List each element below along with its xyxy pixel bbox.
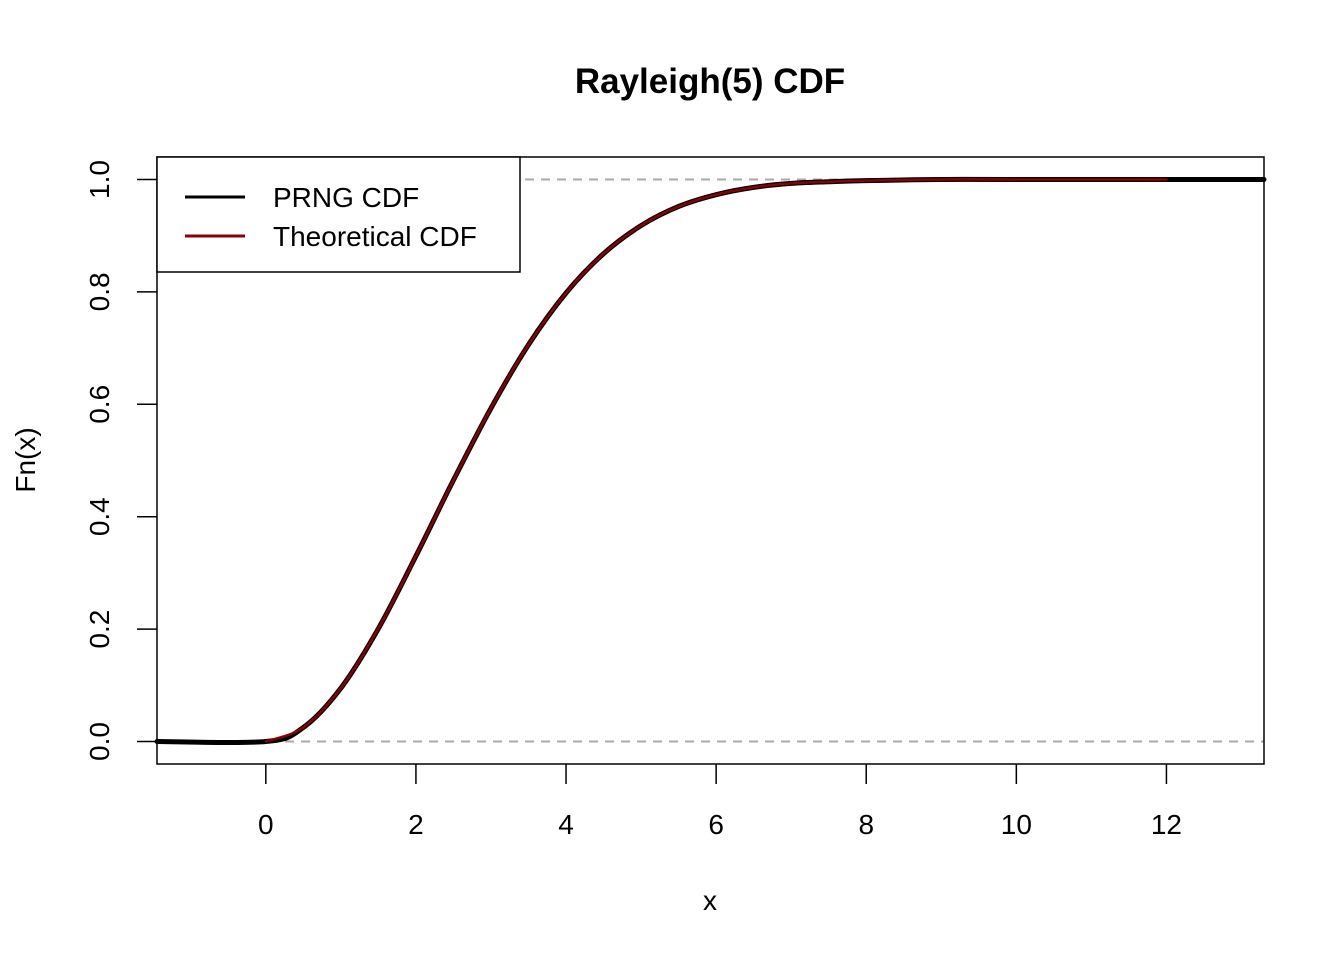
x-tick-label-2: 4 [558,809,574,840]
legend: PRNG CDF Theoretical CDF [156,156,521,273]
x-tick-label-4: 8 [858,809,874,840]
y-tick-label-3: 0.6 [84,385,115,424]
y-tick-label-2: 0.4 [84,497,115,536]
legend-label-theoretical: Theoretical CDF [273,221,477,252]
x-axis-label: x [703,885,717,916]
x-tick-label-3: 6 [708,809,724,840]
y-tick-label-4: 0.8 [84,272,115,311]
chart-title: Rayleigh(5) CDF [575,62,845,101]
y-axis: 0.0 0.2 0.4 0.6 0.8 1.0 [84,160,157,761]
y-tick-label-1: 0.2 [84,610,115,649]
x-tick-label-0: 0 [258,809,274,840]
y-tick-label-0: 0.0 [84,722,115,761]
x-tick-label-5: 10 [1001,809,1032,840]
legend-label-prng: PRNG CDF [273,182,419,213]
series-line-theoretical [264,178,1168,743]
y-axis-label: Fn(x) [10,427,41,492]
x-tick-label-6: 12 [1151,809,1182,840]
x-tick-label-1: 2 [408,809,424,840]
series-layer [154,176,1267,746]
plot-frame [156,156,1265,765]
y-tick-label-5: 1.0 [84,160,115,199]
x-axis: 0 2 4 6 8 10 12 [258,764,1182,840]
legend-box [156,156,521,273]
